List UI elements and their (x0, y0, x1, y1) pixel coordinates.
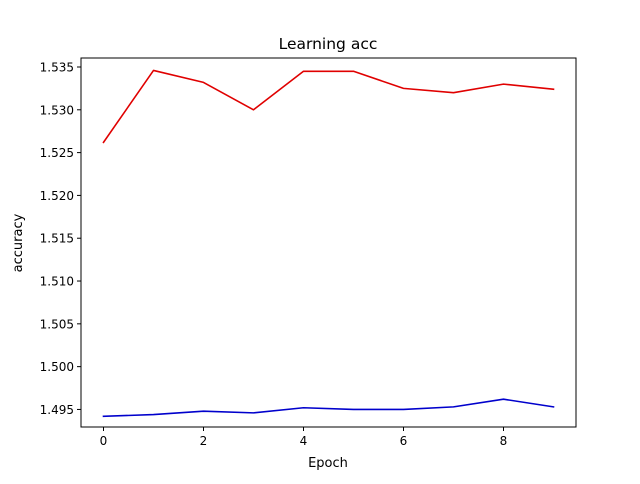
y-tick-label: 1.525 (40, 146, 74, 160)
axes-frame (80, 57, 577, 428)
y-tick-label: 1.535 (40, 60, 74, 74)
x-tick-label: 4 (300, 434, 308, 448)
y-tick-label: 1.530 (40, 103, 74, 117)
x-tick-label: 0 (100, 434, 108, 448)
y-tick-label: 1.510 (40, 275, 74, 289)
y-axis-label: accuracy (11, 213, 26, 272)
x-tick-label: 8 (500, 434, 508, 448)
y-tick-label: 1.500 (40, 360, 74, 374)
series-line-2 (102, 398, 555, 418)
x-tick-label: 2 (200, 434, 208, 448)
x-axis-label: Epoch (308, 456, 348, 471)
series-layer (102, 69, 555, 418)
y-tick-label: 1.495 (40, 403, 74, 417)
y-tick-label: 1.520 (40, 189, 74, 203)
x-axis: 0 2 4 6 8 (100, 427, 508, 448)
y-axis: 1.495 1.500 1.505 1.510 1.515 1.520 1.525 1.530… (40, 60, 81, 417)
x-tick-label: 6 (400, 434, 408, 448)
series-line-1 (102, 69, 555, 144)
y-tick-label: 1.515 (40, 232, 74, 246)
y-tick-label: 1.505 (40, 317, 74, 331)
chart-title: Learning acc (279, 35, 378, 53)
